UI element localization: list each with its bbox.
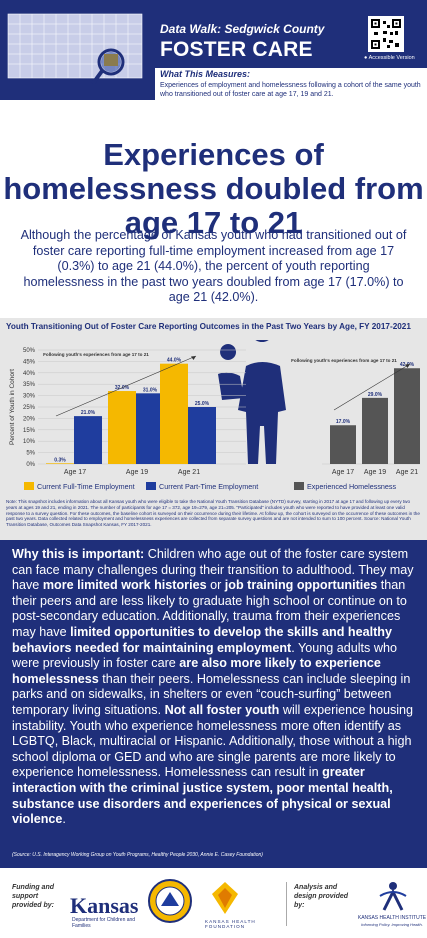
- khf-logo-icon: [212, 882, 238, 914]
- y-tick-label: 25%: [23, 405, 36, 411]
- measures-label: What This Measures:: [160, 69, 251, 79]
- bar: [330, 425, 356, 464]
- khi-tagline: Informing Policy. Improving Health.: [361, 922, 423, 927]
- trend-arrow: [333, 363, 411, 411]
- headline: Experiences of homelessness doubled from…: [3, 137, 424, 240]
- y-tick-label: 40%: [23, 371, 36, 377]
- x-tick-label: Age 21: [178, 469, 200, 476]
- legend-label: Experienced Homelessness: [307, 482, 396, 491]
- why-important-text: Why this is important: Children who age …: [12, 547, 414, 827]
- trend-arrow: [55, 355, 197, 417]
- legend-swatch: [24, 482, 34, 490]
- khi-name: KANSAS HEALTH INSTITUTE: [357, 915, 427, 921]
- chart-note: Note: This snapshot includes information…: [6, 499, 422, 528]
- khi-logo-icon: [379, 882, 407, 911]
- y-tick-label: 5%: [26, 451, 35, 457]
- measures-text: Experiences of employment and homelessne…: [160, 82, 421, 98]
- legend-label: Current Part-Time Employment: [159, 482, 258, 491]
- measures-box: [155, 68, 427, 108]
- parent-child-silhouette-icon: [218, 340, 286, 464]
- y-tick-label: 0%: [26, 462, 35, 468]
- data-label: 32.0%: [115, 385, 130, 391]
- why-important-section: [0, 540, 427, 868]
- legend-swatch: [146, 482, 156, 490]
- bar-chart: 0% 5% 10% 15% 20% 25% 30% 35% 40% 45% 50% Percent o…: [9, 340, 420, 491]
- accessibility-icon: ●: [364, 55, 368, 61]
- county-seal-icon: [148, 879, 192, 923]
- chart-source: Source: National Youth Transition Databa…: [6, 516, 411, 528]
- accessible-version-label[interactable]: ● Accessible Version: [364, 55, 415, 61]
- why-source: (Source: U.S. Interagency Working Group …: [12, 852, 263, 858]
- bar: [136, 393, 164, 464]
- subheadline: Although the percentage of Kansas youth …: [20, 228, 407, 304]
- header-banner: Data Walk: Sedgwick County FOSTER CARE ●…: [0, 0, 427, 100]
- analysis-label: Analysis and design provided by:: [294, 884, 349, 909]
- data-label: 25.0%: [195, 401, 210, 407]
- county-map-icon: [7, 13, 143, 84]
- header-pretitle: Data Walk: Sedgwick County: [160, 22, 325, 36]
- bar: [394, 368, 420, 464]
- arrow-head: [405, 364, 410, 368]
- x-tick-label: Age 17: [64, 469, 86, 476]
- y-tick-label: 45%: [23, 359, 36, 365]
- x-tick-label: Age 19: [126, 469, 148, 476]
- x-tick-label: Age 19: [364, 469, 386, 476]
- kansas-dcf-subtitle: Department for Children and Families: [72, 917, 136, 929]
- footer-divider: [286, 882, 287, 926]
- y-tick-label: 50%: [23, 348, 36, 354]
- x-tick-label: Age 21: [396, 469, 418, 476]
- qr-code-icon[interactable]: [368, 16, 404, 52]
- footer: [0, 868, 427, 938]
- data-label: 31.0%: [143, 387, 158, 393]
- y-tick-label: 10%: [23, 439, 36, 445]
- y-tick-label: 20%: [23, 416, 36, 422]
- y-axis-label: Percent of Youth in Cohort: [9, 369, 16, 445]
- arrow-head: [191, 356, 196, 360]
- data-label: 0.3%: [54, 457, 66, 463]
- why-lead: Why this is important:: [12, 547, 145, 561]
- y-tick-label: 35%: [23, 382, 36, 388]
- chart-title: Youth Transitioning Out of Foster Care R…: [6, 322, 411, 331]
- annotation-text: Following youth's experiences from age 1…: [291, 358, 397, 363]
- funding-label: Funding and support provided by:: [12, 884, 55, 909]
- bar: [46, 463, 74, 464]
- bar: [362, 397, 388, 464]
- legend-label: Current Full-Time Employment: [37, 482, 135, 491]
- bar: [160, 363, 188, 464]
- bar: [74, 416, 102, 464]
- khf-text: KANSAS HEALTH FOUNDATION: [205, 919, 256, 929]
- bar: [188, 407, 216, 464]
- bar: [108, 391, 136, 464]
- data-label: 21.0%: [81, 410, 96, 416]
- x-tick-label: Age 17: [332, 469, 354, 476]
- data-label: 29.0%: [368, 392, 383, 398]
- kansas-dcf-logo: Kansas: [70, 893, 139, 918]
- chart-note-text: Note: This snapshot includes information…: [6, 499, 420, 522]
- data-label: 17.0%: [336, 419, 351, 425]
- y-tick-label: 30%: [23, 394, 36, 400]
- data-label: 44.0%: [167, 358, 182, 364]
- y-tick-label: 15%: [23, 428, 36, 434]
- annotation-text: Following youth's experiences from age 1…: [43, 352, 149, 357]
- legend-swatch: [294, 482, 304, 490]
- header-title: FOSTER CARE: [160, 38, 313, 61]
